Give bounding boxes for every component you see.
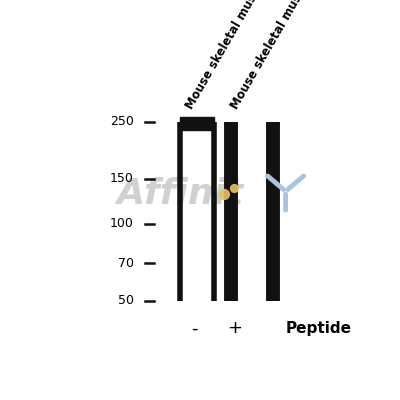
Text: Mouse skeletal muscle: Mouse skeletal muscle	[183, 0, 269, 111]
Text: Affinit: Affinit	[116, 177, 244, 211]
Text: 70: 70	[118, 257, 134, 270]
Text: Peptide: Peptide	[286, 321, 352, 336]
Polygon shape	[180, 117, 214, 130]
Text: -: -	[191, 319, 197, 337]
Text: 150: 150	[110, 172, 134, 185]
Text: 50: 50	[118, 294, 134, 307]
Text: 250: 250	[110, 116, 134, 128]
Text: +: +	[227, 319, 242, 337]
Text: 100: 100	[110, 217, 134, 230]
Text: Mouse skeletal muscle: Mouse skeletal muscle	[228, 0, 314, 111]
